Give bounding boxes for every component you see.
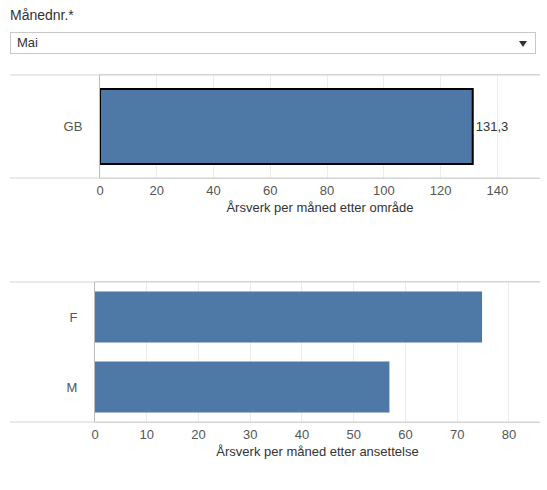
svg-text:100: 100 bbox=[373, 183, 395, 198]
svg-text:0: 0 bbox=[91, 427, 98, 442]
svg-text:80: 80 bbox=[502, 427, 516, 442]
svg-text:60: 60 bbox=[398, 427, 412, 442]
svg-text:20: 20 bbox=[150, 183, 164, 198]
svg-text:131,3: 131,3 bbox=[476, 119, 509, 134]
svg-text:80: 80 bbox=[320, 183, 334, 198]
svg-text:40: 40 bbox=[206, 183, 220, 198]
svg-text:60: 60 bbox=[263, 183, 277, 198]
svg-text:F: F bbox=[69, 310, 77, 325]
html-text:Månednr.*: Månednr.* bbox=[10, 7, 74, 23]
svg-text:70: 70 bbox=[450, 427, 464, 442]
svg-text:0: 0 bbox=[96, 183, 103, 198]
svg-text:120: 120 bbox=[430, 183, 452, 198]
svg-text:Årsverk per måned etter ansett: Årsverk per måned etter ansettelse bbox=[216, 444, 418, 459]
svg-text:10: 10 bbox=[140, 427, 154, 442]
svg-text:M: M bbox=[67, 380, 78, 395]
svg-text:Årsverk per måned etter område: Årsverk per måned etter område bbox=[226, 200, 413, 215]
svg-text:40: 40 bbox=[295, 427, 309, 442]
svg-text:30: 30 bbox=[243, 427, 257, 442]
svg-text:GB: GB bbox=[64, 119, 83, 134]
svg-text:140: 140 bbox=[487, 183, 509, 198]
svg-text:20: 20 bbox=[191, 427, 205, 442]
html-text:Mai: Mai bbox=[17, 35, 38, 50]
svg-text:50: 50 bbox=[346, 427, 360, 442]
